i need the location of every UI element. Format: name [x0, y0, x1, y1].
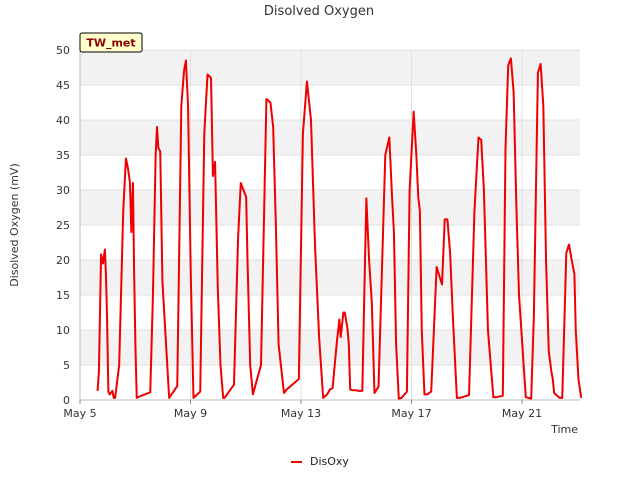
y-tick-label: 50: [56, 44, 70, 57]
chart-title: Disolved Oxygen: [264, 4, 374, 19]
y-tick-label: 45: [56, 79, 70, 92]
series-layer: [96, 57, 583, 400]
plot-band: [80, 330, 580, 365]
x-tick-label: May 17: [391, 407, 431, 420]
plot-band: [80, 190, 580, 225]
y-axis: 0 5 10 15 20 25 30 35 40 45 50: [56, 44, 70, 407]
x-axis-label: Time: [550, 423, 578, 436]
y-tick-label: 30: [56, 184, 70, 197]
x-tick-label: May 21: [502, 407, 542, 420]
y-tick-label: 5: [63, 359, 70, 372]
badge-box: [79, 32, 143, 53]
y-tick-label: 15: [56, 289, 70, 302]
y-tick-label: 0: [63, 394, 70, 407]
x-tick-label: May 5: [63, 407, 96, 420]
station-badge: TW_met: [79, 32, 143, 53]
x-tick-label: May 13: [281, 407, 321, 420]
plot-band: [80, 120, 580, 155]
badge-label: TW_met: [86, 37, 135, 50]
legend: DisOxy: [291, 455, 349, 468]
y-tick-label: 10: [56, 324, 70, 337]
x-axis: May 5 May 9 May 13 May 17 May 21: [63, 400, 542, 420]
series-line-disoxy: [96, 57, 583, 400]
legend-label: DisOxy: [310, 455, 349, 468]
y-axis-label: Disolved Oxygen (mV): [8, 163, 21, 287]
x-tick-label: May 9: [174, 407, 207, 420]
y-tick-label: 40: [56, 114, 70, 127]
plot-band: [80, 50, 580, 85]
y-tick-label: 35: [56, 149, 70, 162]
y-tick-label: 25: [56, 219, 70, 232]
y-tick-label: 20: [56, 254, 70, 267]
